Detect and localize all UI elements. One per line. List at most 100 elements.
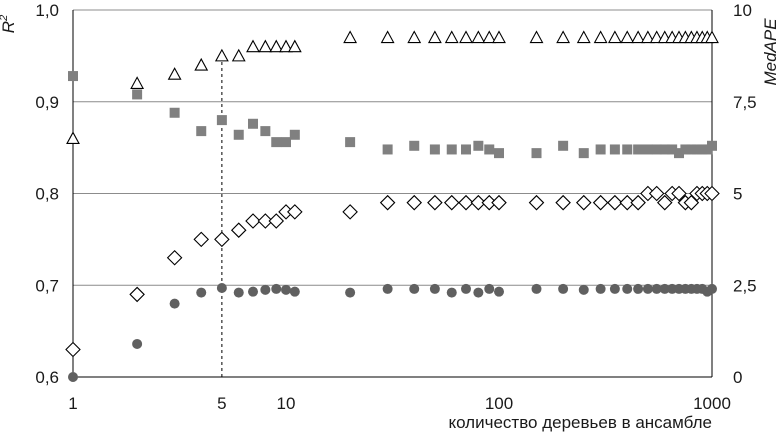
square-marker [691,144,702,155]
triangle-marker [231,48,246,62]
circle-marker [642,283,653,294]
triangle-marker [471,30,486,44]
square-marker [196,126,207,137]
y-right-title: MedAPE [761,18,780,86]
diamond-marker [443,194,460,211]
diamond-marker [656,194,673,211]
diamond-marker [257,213,274,229]
circle-marker [622,283,633,294]
svg-text:R2: R2 [0,15,18,33]
diamond-marker [193,231,210,248]
circle-marker [446,287,457,298]
diamond-marker [245,213,261,229]
square-marker [409,140,420,151]
diamond-marker [491,194,507,211]
diamond-marker [704,185,720,202]
circle-marker [461,283,472,294]
diamond-marker [528,194,545,211]
diamond-marker [166,249,183,266]
x-tick-label: 10 [277,394,296,413]
square-marker [289,129,300,140]
diamond-marker [671,185,687,202]
y-left-tick-label: 1,0 [35,1,59,20]
square-marker [651,144,662,155]
triangle-marker [287,39,302,53]
triangle-marker [631,30,646,44]
triangle-marker [607,30,622,44]
square-marker [281,137,291,148]
triangle-marker [194,57,209,71]
diamond-marker [129,286,145,303]
triangle-marker [269,39,284,53]
series-marks [65,30,720,382]
square-marker [484,144,495,155]
triangle-marker [66,131,80,144]
square-marker [531,148,542,159]
triangle-marker [214,48,229,62]
circle-marker [216,283,227,294]
diamond-marker [648,185,665,202]
circle-marker [558,283,569,294]
tick-labels: 1 5 10 100 1000 0,6 0,7 0,8 0,9 1,0 0 2,5 5 7,5 10 [35,1,756,413]
square-marker [633,144,644,155]
circle-marker [484,283,495,294]
square-marker [659,144,670,155]
y-left-title-text: R [0,21,18,33]
square-marker [595,144,606,155]
circle-marker [382,283,393,294]
triangle-marker [705,30,719,44]
diamond-marker [214,231,230,248]
y-right-tick-label: 0 [733,368,742,387]
x-axis-title: количество деревьев в ансамбле [448,413,712,432]
y-right-tick-label: 7,5 [733,93,757,112]
y-left-tick-label: 0,7 [35,276,59,295]
diamond-marker [268,213,285,229]
circle-marker [248,286,259,297]
square-marker [622,144,633,155]
diamond-marker [287,204,303,220]
triangle-marker [492,30,506,44]
square-marker [68,71,78,82]
square-marker [248,118,259,129]
diamond-marker [683,194,700,211]
y-left-tick-label: 0,9 [35,93,59,112]
diamond-marker [470,194,487,211]
triangle-marker [407,30,422,44]
square-marker [642,144,653,155]
triangle-marker [620,30,635,44]
circle-marker [289,286,300,297]
y-left-title-superscript: 2 [0,15,10,22]
triangle-marker [482,30,497,44]
square-marker [686,144,697,155]
square-marker [707,140,717,151]
diamond-marker [575,194,592,211]
square-marker [667,144,678,155]
x-tick-label: 100 [485,394,513,413]
triangle-marker [459,30,473,44]
square-marker [558,140,569,151]
triangle-marker [593,30,608,44]
x-tick-label: 5 [217,394,226,413]
square-marker [382,144,393,155]
circle-marker [651,283,662,294]
triangle-marker [167,67,182,80]
square-marker [446,144,457,155]
diamond-marker [555,194,571,211]
circle-marker [271,283,282,294]
diamond-marker [630,194,646,211]
circle-marker [578,284,589,295]
square-marker [429,144,440,155]
diamond-marker [230,222,247,238]
diamond-marker [379,194,396,211]
circle-marker [345,287,356,298]
square-marker [674,148,685,159]
y-right-tick-label: 10 [733,1,752,20]
circle-marker [609,283,620,294]
circle-marker [659,283,670,294]
triangle-marker [343,30,358,44]
square-marker [216,115,227,126]
x-tick-label: 1 [68,394,77,413]
triangle-marker [279,39,293,53]
y-right-title-text: MedAPE [761,18,780,86]
